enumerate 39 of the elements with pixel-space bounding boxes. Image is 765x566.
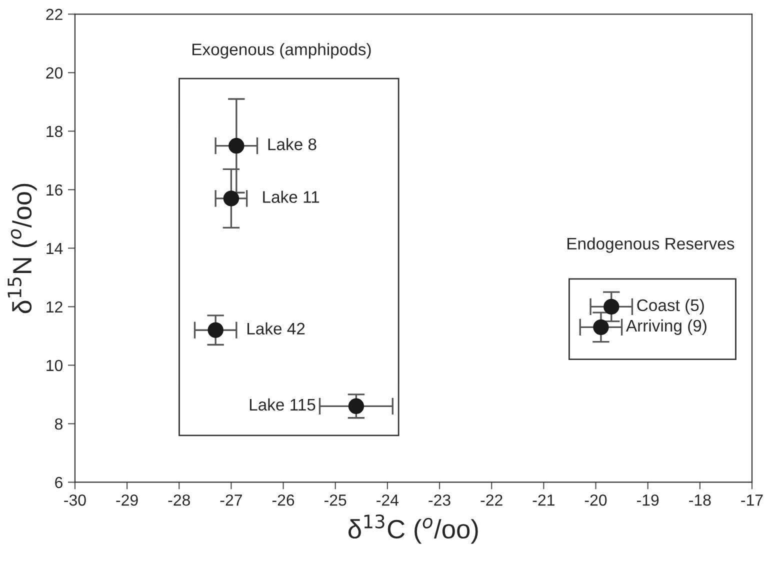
y-tick-label: 14: [46, 242, 63, 254]
annotation: Lake 115: [250, 398, 316, 411]
x-tick-label: -26: [272, 494, 294, 506]
point: [593, 319, 609, 336]
annotation: Lake 8: [268, 138, 316, 150]
x-tick-label: -22: [480, 494, 502, 506]
annotation: Exogenous (amphipods): [192, 43, 371, 59]
y-tick-label: 8: [54, 418, 62, 430]
x-tick-label: -17: [741, 494, 763, 506]
annotation: Lake 42: [248, 322, 305, 335]
annotation: Coast (5): [637, 298, 704, 314]
y-axis-title: δ$^{15}$N ($^{o}$/oo): [8, 184, 37, 314]
x-tick-label: -30: [64, 494, 86, 506]
point: [228, 138, 244, 154]
x-tick-label: -24: [376, 494, 399, 506]
y-tick-label: 22: [46, 8, 62, 20]
y-tick-label: 18: [46, 126, 62, 138]
x-tick-label: -28: [168, 494, 190, 506]
y-tick-label: 6: [55, 476, 62, 488]
point: [348, 398, 364, 414]
x-axis-title: δ$^{13}$C ($^{o}$/oo): [348, 514, 478, 544]
annotation: Lake 11: [263, 190, 320, 203]
y-tick-label: 16: [46, 184, 62, 196]
annotation: Arriving (9): [626, 319, 706, 335]
x-tick-label: -18: [689, 494, 711, 506]
x-tick-label: -19: [637, 494, 659, 506]
point: [208, 322, 224, 338]
x-tick-label: -29: [116, 494, 138, 506]
x-tick-label: -27: [220, 494, 242, 506]
y-tick-label: 12: [46, 301, 62, 312]
point: [604, 298, 620, 315]
y-tick-label: 20: [46, 67, 63, 79]
x-tick-label: -20: [584, 494, 607, 506]
x-tick-label: -25: [324, 494, 346, 506]
y-tick-label: 10: [46, 360, 63, 372]
point: [223, 190, 240, 206]
x-tick-label: -21: [532, 494, 554, 506]
annotation: Endogenous Reserves: [568, 237, 734, 253]
x-tick-label: -23: [428, 494, 450, 506]
